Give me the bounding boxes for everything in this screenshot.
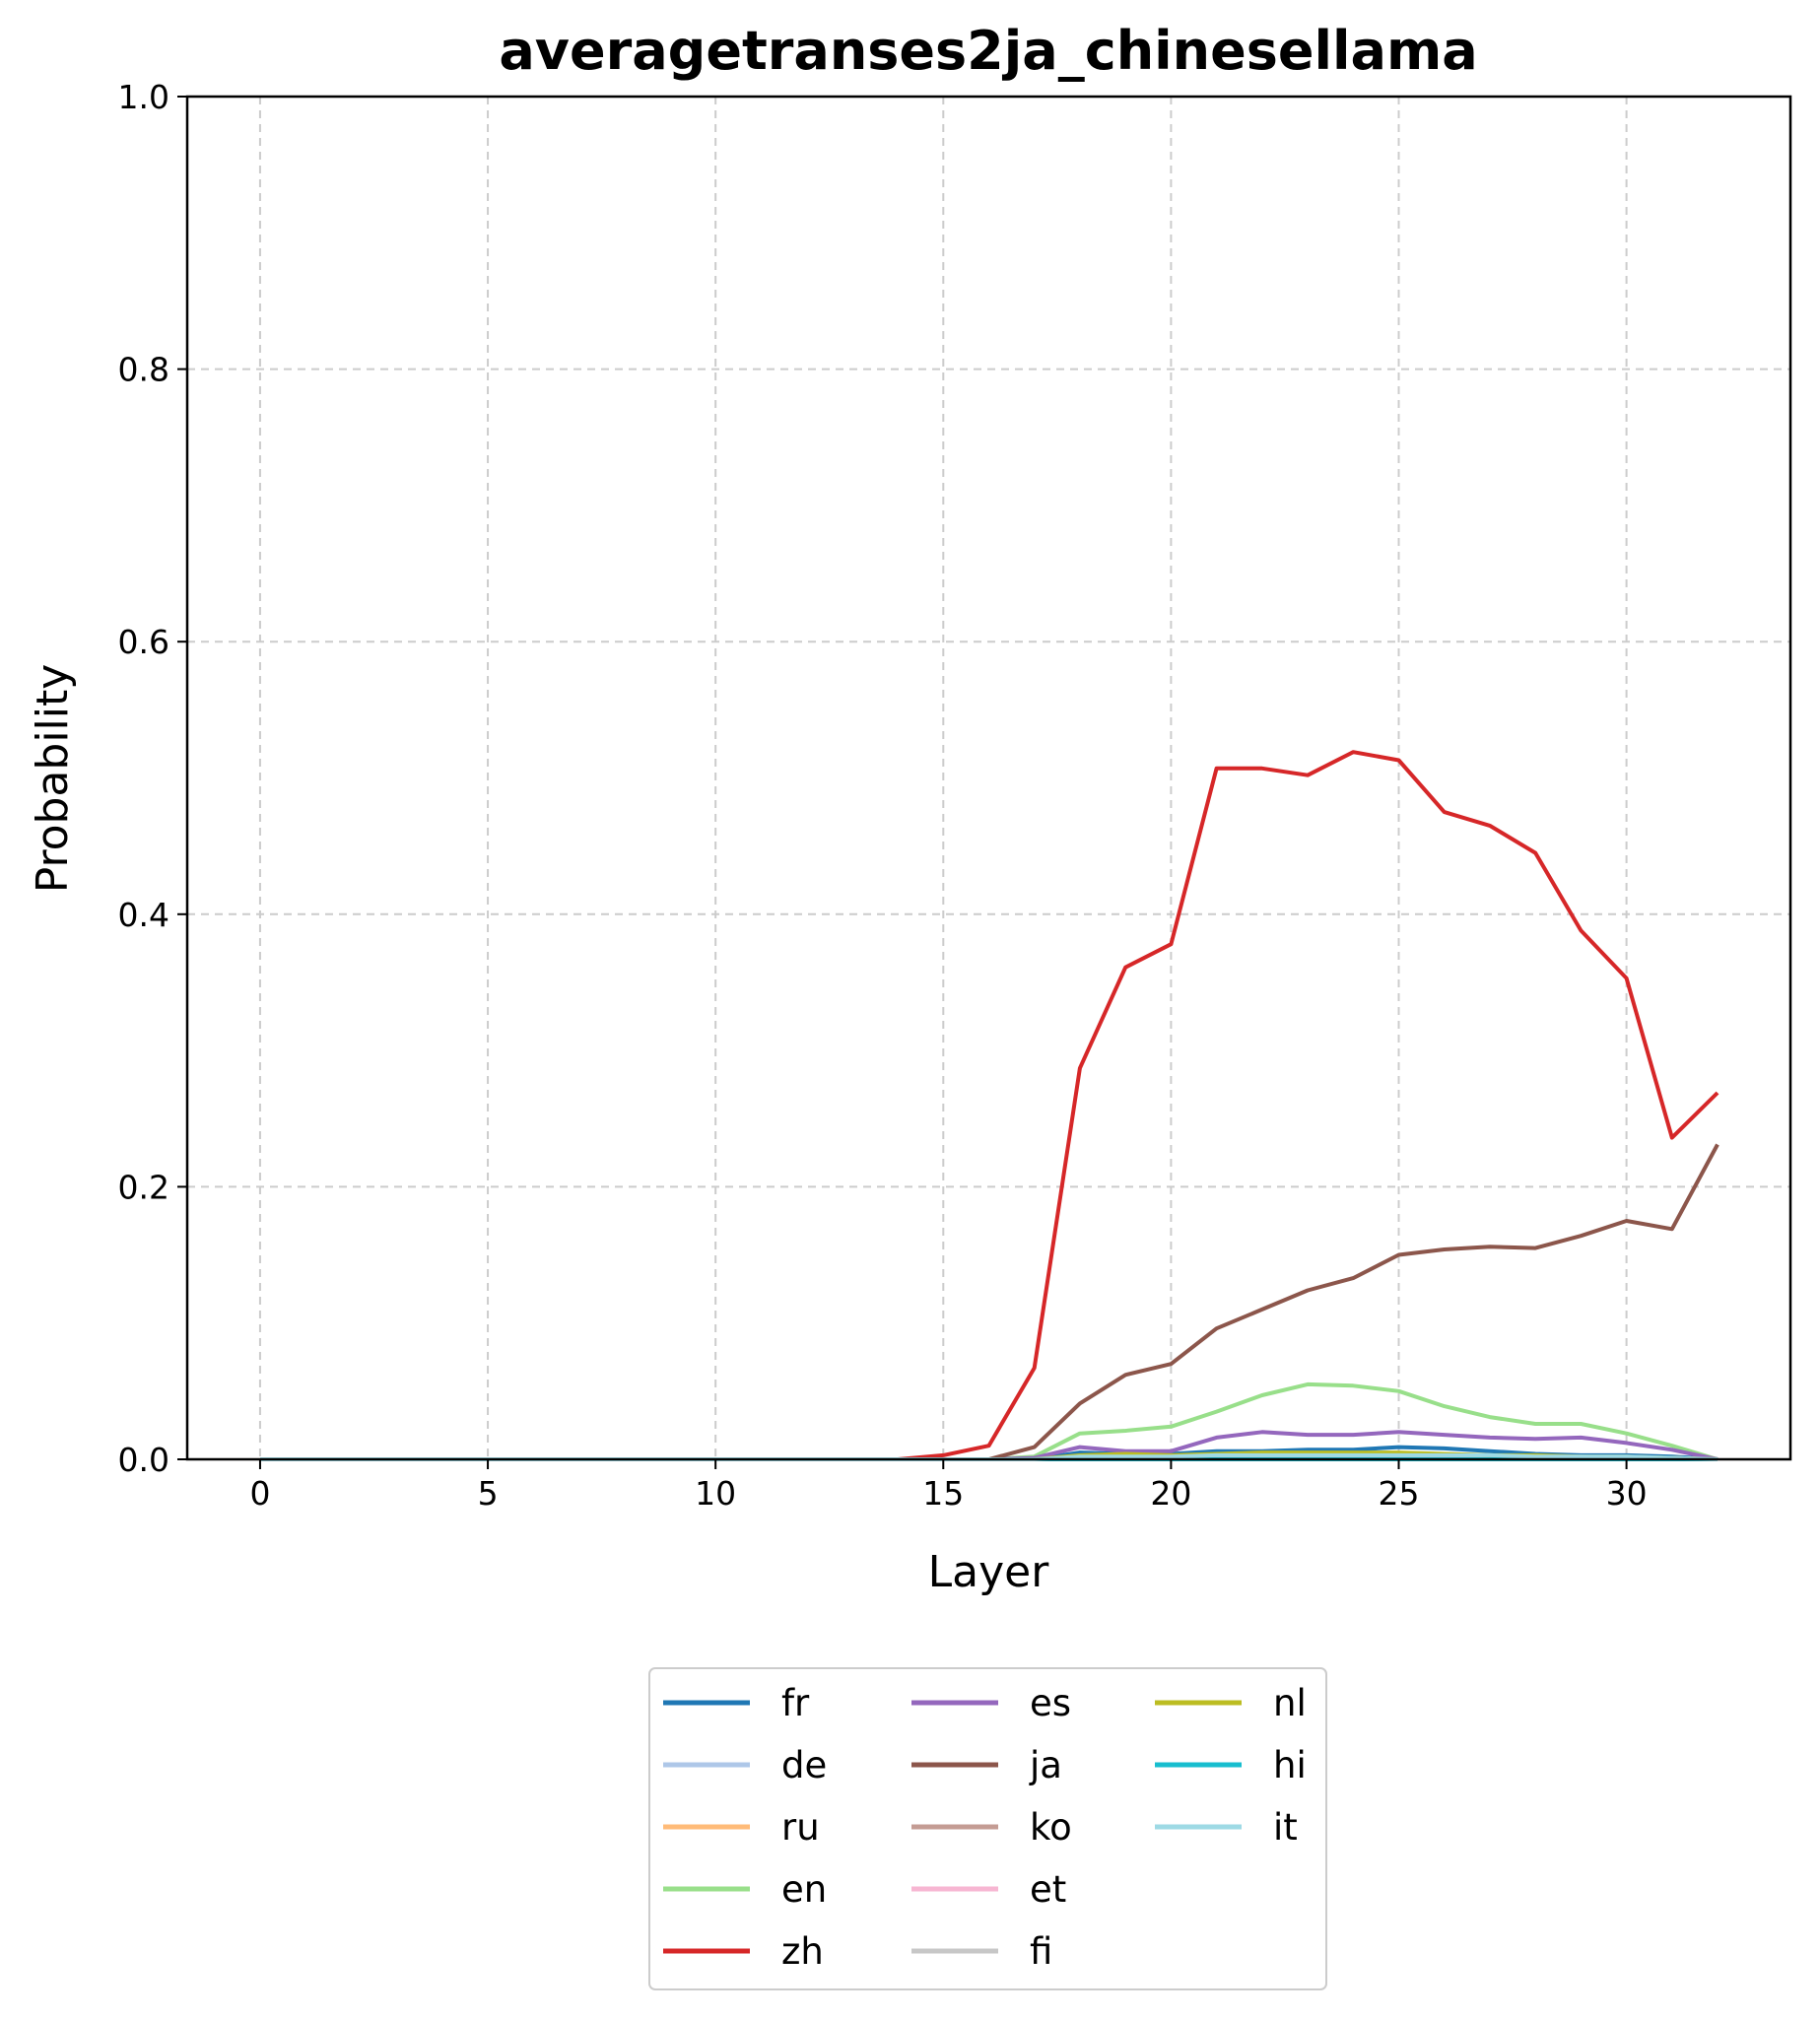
y-tick-label: 0.8 — [118, 351, 169, 389]
legend-label: en — [781, 1868, 827, 1911]
x-axis-label: Layer — [928, 1547, 1050, 1597]
legend-label: zh — [781, 1930, 824, 1973]
legend-item-hi: hi — [1155, 1744, 1307, 1786]
y-tick-label: 1.0 — [118, 78, 169, 116]
chart-title: averagetranses2ja_chinesellama — [499, 20, 1477, 82]
x-tick-label: 10 — [695, 1474, 736, 1513]
legend-item-de: de — [663, 1744, 827, 1786]
y-tick-label: 0.4 — [118, 896, 169, 934]
legend-label: nl — [1273, 1682, 1307, 1724]
x-tick-label: 25 — [1378, 1474, 1419, 1513]
legend-item-ja: ja — [911, 1744, 1062, 1786]
legend-label: de — [781, 1744, 827, 1786]
legend-item-zh: zh — [663, 1930, 824, 1973]
x-axis-ticks: 0 5 10 15 20 25 30 — [249, 1459, 1648, 1513]
y-axis-label: Probability — [28, 664, 78, 894]
y-tick-label: 0.0 — [118, 1441, 169, 1479]
grid-lines — [187, 97, 1790, 1459]
x-tick-label: 0 — [249, 1474, 270, 1513]
x-tick-label: 5 — [478, 1474, 499, 1513]
legend-item-et: et — [911, 1868, 1066, 1911]
legend-label: fi — [1030, 1930, 1052, 1973]
legend-label: ja — [1029, 1744, 1062, 1786]
x-tick-label: 30 — [1606, 1474, 1648, 1513]
legend-item-ru: ru — [663, 1806, 820, 1849]
legend-item-fr: fr — [663, 1682, 810, 1724]
legend-item-ko: ko — [911, 1806, 1072, 1849]
legend-label: ru — [781, 1806, 820, 1849]
legend-item-fi: fi — [911, 1930, 1052, 1973]
legend-item-it: it — [1155, 1806, 1298, 1849]
y-tick-label: 0.6 — [118, 623, 169, 661]
legend-label: es — [1030, 1682, 1071, 1724]
plot-frame — [185, 95, 1792, 1461]
legend-label: ko — [1030, 1806, 1072, 1849]
legend-item-en: en — [663, 1868, 827, 1911]
x-tick-label: 15 — [922, 1474, 964, 1513]
legend-label: fr — [781, 1682, 810, 1724]
legend-item-nl: nl — [1155, 1682, 1307, 1724]
legend: fr de ru en zh es ja ko et fi nl hi it — [648, 1667, 1327, 1990]
legend-item-es: es — [911, 1682, 1071, 1724]
legend-label: it — [1273, 1806, 1298, 1849]
y-axis-ticks: 0.0 0.2 0.4 0.6 0.8 1.0 — [118, 78, 187, 1479]
legend-label: et — [1030, 1868, 1066, 1911]
x-tick-label: 20 — [1150, 1474, 1191, 1513]
legend-label: hi — [1273, 1744, 1307, 1786]
y-tick-label: 0.2 — [118, 1168, 169, 1206]
